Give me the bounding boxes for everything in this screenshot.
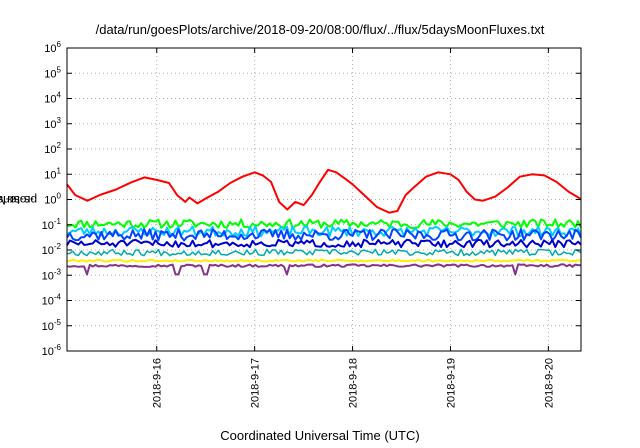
series-line-8 xyxy=(66,263,582,276)
x-tick-label: 2018-9-17 xyxy=(250,358,262,408)
y-tick-label: 10-4 xyxy=(42,293,62,308)
y-tick-label: 10-5 xyxy=(42,318,62,333)
x-axis-label: Coordinated Universal Time (UTC) xyxy=(220,428,420,443)
x-axis-ticks: 2018-9-16 2018-9-17 2018-9-18 2018-9-19 2018… xyxy=(152,48,555,408)
series-line-5 xyxy=(66,238,582,249)
y-tick-label: 102 xyxy=(44,141,61,156)
y-tick-label: 106 xyxy=(44,40,61,55)
data-series xyxy=(66,168,582,276)
y-tick-label: 100 xyxy=(44,192,61,207)
y-tick-label: 10-6 xyxy=(42,343,62,358)
series-line-3 xyxy=(66,225,582,238)
series-line-6 xyxy=(66,248,582,257)
x-tick-label: 2018-9-18 xyxy=(348,358,360,408)
x-tick-label: 2018-9-20 xyxy=(543,358,555,408)
y-tick-label: 10-1 xyxy=(42,217,62,232)
y-axis-ticks: 106 105 104 103 102 101 100 10-1 10-2 10-3 10-4 10-… xyxy=(42,40,581,358)
y-tick-label: 10-3 xyxy=(42,267,62,282)
x-tick-label: 2018-9-16 xyxy=(152,358,164,408)
chart-title: /data/run/goesPlots/archive/2018-09-20/0… xyxy=(95,22,545,37)
grid-lines xyxy=(67,48,581,351)
y-tick-label: 103 xyxy=(44,116,61,131)
x-tick-label: 2018-9-19 xyxy=(445,358,457,408)
y-tick-label: 10-2 xyxy=(42,242,62,257)
y-tick-label: 104 xyxy=(44,91,61,106)
series-line-2 xyxy=(66,218,582,230)
y-tick-label: 101 xyxy=(44,166,61,181)
series-line-4 xyxy=(66,228,582,242)
series-line-1 xyxy=(66,168,582,214)
y-tick-label: 105 xyxy=(44,65,61,80)
series-line-7 xyxy=(66,258,582,263)
